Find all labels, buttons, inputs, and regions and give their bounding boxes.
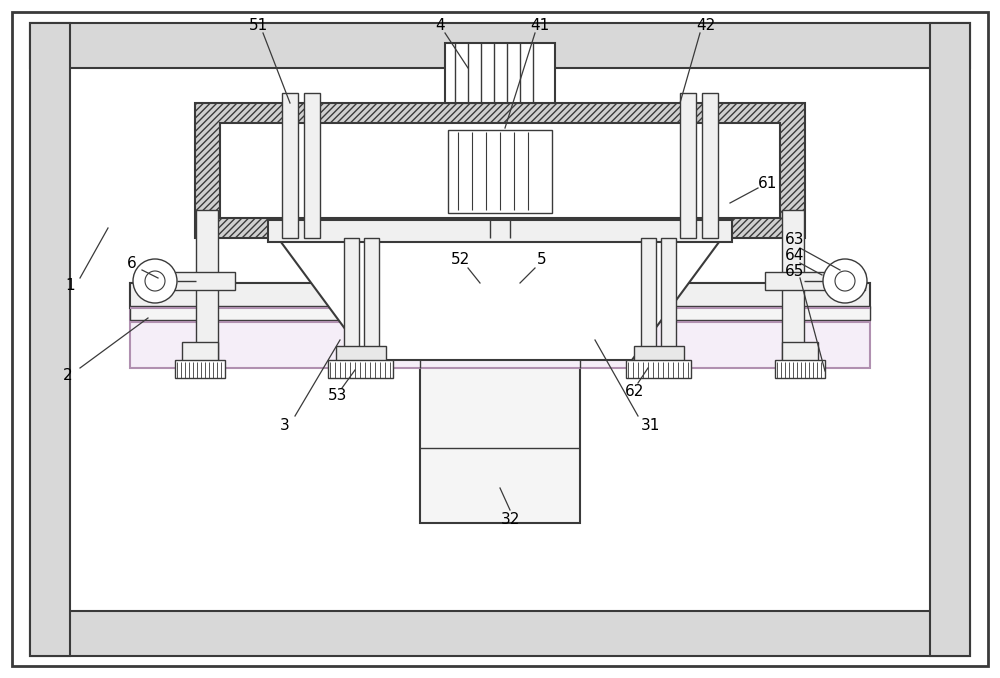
Bar <box>448 130 552 213</box>
Bar <box>641 238 656 348</box>
Bar <box>195 103 805 238</box>
Bar <box>626 360 691 378</box>
Text: 2: 2 <box>63 369 73 384</box>
Text: 31: 31 <box>640 418 660 433</box>
Bar <box>775 360 825 378</box>
Bar <box>130 283 870 308</box>
Text: 32: 32 <box>500 513 520 527</box>
Bar <box>175 360 225 378</box>
Circle shape <box>133 259 177 303</box>
Bar <box>420 328 580 523</box>
Text: 5: 5 <box>537 252 547 268</box>
Bar <box>782 342 818 362</box>
Bar <box>182 342 218 362</box>
Bar <box>661 238 676 348</box>
Bar <box>336 346 386 362</box>
Text: 6: 6 <box>127 256 137 271</box>
Bar <box>930 23 970 656</box>
Text: 52: 52 <box>450 252 470 268</box>
Bar <box>282 93 298 238</box>
Bar <box>364 238 379 348</box>
Bar <box>30 23 70 656</box>
Text: 3: 3 <box>280 418 290 433</box>
Bar <box>782 210 804 360</box>
Text: 41: 41 <box>530 18 550 33</box>
Bar <box>702 93 718 238</box>
Bar <box>304 93 320 238</box>
Text: 4: 4 <box>435 18 445 33</box>
Bar <box>130 283 870 368</box>
Bar <box>634 346 684 362</box>
Bar <box>30 23 970 68</box>
Bar <box>30 611 970 656</box>
Circle shape <box>145 271 165 291</box>
Circle shape <box>823 259 867 303</box>
Bar <box>220 123 780 218</box>
Bar <box>344 238 359 348</box>
Text: 63: 63 <box>785 233 805 247</box>
Bar <box>328 360 393 378</box>
Bar <box>196 210 218 360</box>
Text: 42: 42 <box>696 18 716 33</box>
Text: 1: 1 <box>65 277 75 292</box>
Text: 61: 61 <box>758 176 778 191</box>
Text: 51: 51 <box>248 18 268 33</box>
Polygon shape <box>278 238 722 360</box>
Bar <box>445 43 555 103</box>
Text: 64: 64 <box>785 249 805 264</box>
Text: 65: 65 <box>785 264 805 279</box>
Bar <box>268 220 732 242</box>
Bar <box>765 272 865 290</box>
Text: 62: 62 <box>625 384 645 399</box>
Bar <box>680 93 696 238</box>
Bar <box>135 272 235 290</box>
Bar <box>130 306 870 320</box>
Circle shape <box>835 271 855 291</box>
Text: 53: 53 <box>328 388 348 403</box>
